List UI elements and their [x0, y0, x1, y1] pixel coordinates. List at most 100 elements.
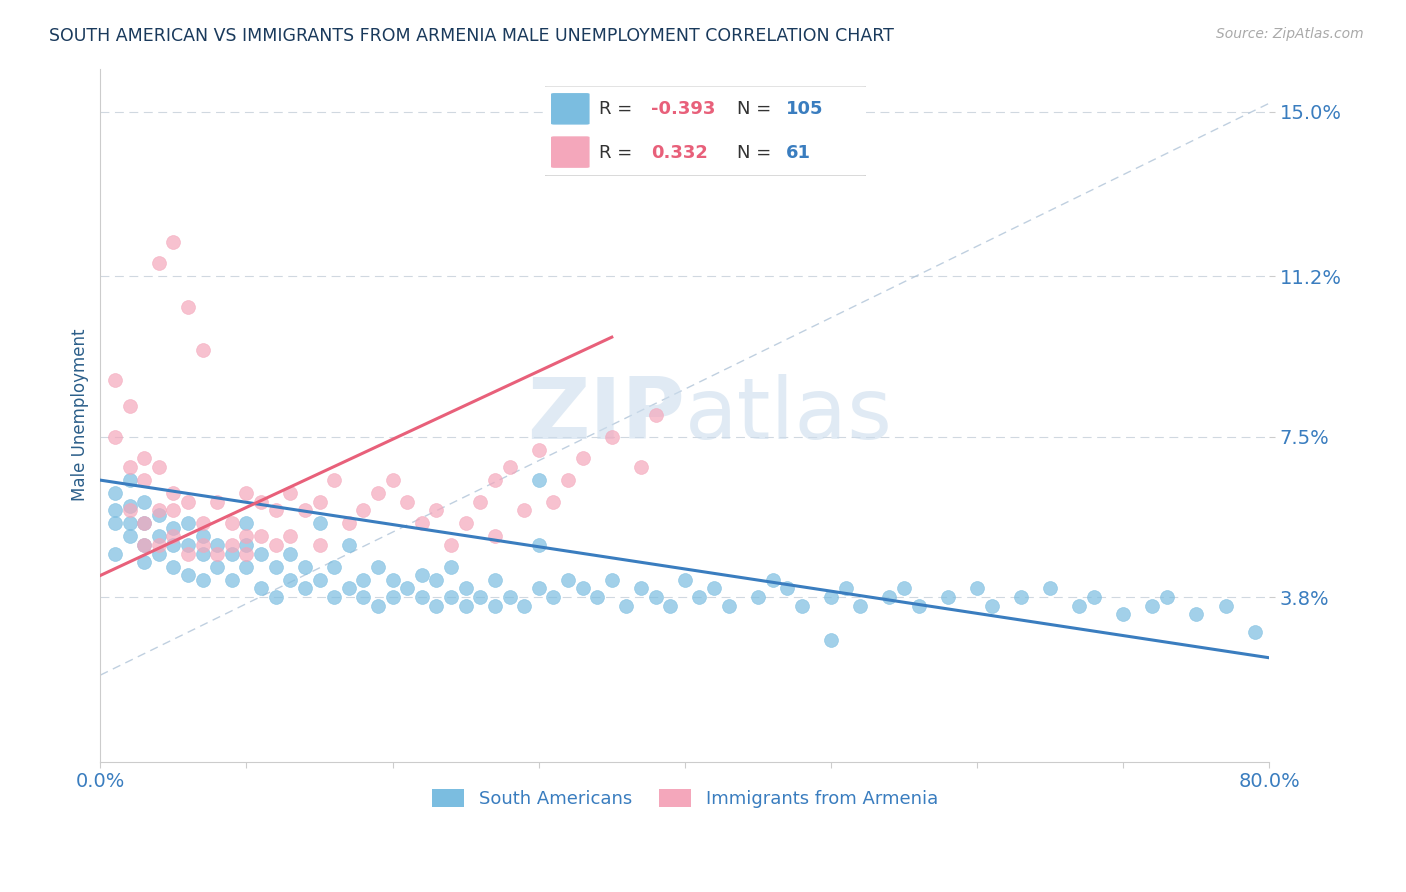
Point: [557, 473, 579, 487]
Point: [294, 582, 316, 596]
Point: [177, 495, 200, 509]
Text: Source: ZipAtlas.com: Source: ZipAtlas.com: [1216, 27, 1364, 41]
Point: [367, 559, 389, 574]
Point: [1083, 590, 1105, 604]
Point: [484, 529, 506, 543]
Point: [250, 547, 273, 561]
Point: [162, 486, 184, 500]
Point: [308, 573, 330, 587]
Point: [484, 473, 506, 487]
Point: [820, 633, 842, 648]
Point: [484, 599, 506, 613]
Point: [761, 573, 783, 587]
Point: [527, 442, 550, 457]
Point: [221, 573, 243, 587]
Point: [207, 495, 229, 509]
Point: [747, 590, 769, 604]
Point: [104, 486, 127, 500]
Point: [162, 503, 184, 517]
Point: [323, 590, 346, 604]
Point: [118, 503, 141, 517]
Point: [470, 495, 492, 509]
Point: [425, 573, 447, 587]
Point: [367, 599, 389, 613]
Point: [148, 508, 170, 522]
Point: [134, 473, 156, 487]
Point: [630, 460, 652, 475]
Point: [134, 556, 156, 570]
Point: [1010, 590, 1032, 604]
Point: [776, 582, 799, 596]
Point: [235, 516, 257, 531]
Point: [278, 486, 301, 500]
Point: [235, 486, 257, 500]
Point: [191, 547, 214, 561]
Point: [834, 582, 856, 596]
Point: [162, 559, 184, 574]
Point: [308, 495, 330, 509]
Point: [1243, 624, 1265, 639]
Point: [936, 590, 959, 604]
Point: [308, 538, 330, 552]
Point: [221, 516, 243, 531]
Point: [148, 256, 170, 270]
Point: [148, 547, 170, 561]
Point: [177, 568, 200, 582]
Point: [717, 599, 740, 613]
Point: [893, 582, 915, 596]
Point: [278, 573, 301, 587]
Point: [586, 590, 609, 604]
Point: [104, 547, 127, 561]
Y-axis label: Male Unemployment: Male Unemployment: [72, 329, 89, 501]
Point: [264, 590, 287, 604]
Point: [527, 538, 550, 552]
Point: [1112, 607, 1135, 622]
Point: [980, 599, 1002, 613]
Point: [308, 516, 330, 531]
Point: [118, 516, 141, 531]
Point: [454, 582, 477, 596]
Point: [191, 529, 214, 543]
Point: [191, 538, 214, 552]
Point: [134, 495, 156, 509]
Point: [191, 516, 214, 531]
Point: [396, 582, 419, 596]
Point: [381, 590, 404, 604]
Point: [411, 516, 433, 531]
Legend: South Americans, Immigrants from Armenia: South Americans, Immigrants from Armenia: [425, 781, 945, 815]
Point: [177, 538, 200, 552]
Point: [688, 590, 710, 604]
Point: [1185, 607, 1208, 622]
Point: [352, 590, 374, 604]
Point: [134, 538, 156, 552]
Point: [250, 529, 273, 543]
Point: [440, 559, 463, 574]
Point: [264, 559, 287, 574]
Point: [148, 538, 170, 552]
Point: [820, 590, 842, 604]
Point: [1215, 599, 1237, 613]
Point: [484, 573, 506, 587]
Point: [134, 538, 156, 552]
Point: [191, 343, 214, 358]
Point: [207, 547, 229, 561]
Point: [104, 374, 127, 388]
Point: [207, 559, 229, 574]
Point: [616, 599, 638, 613]
Point: [411, 590, 433, 604]
Point: [148, 460, 170, 475]
Point: [1156, 590, 1178, 604]
Point: [250, 582, 273, 596]
Point: [381, 573, 404, 587]
Point: [513, 599, 536, 613]
Point: [543, 495, 565, 509]
Point: [454, 516, 477, 531]
Point: [644, 590, 666, 604]
Point: [849, 599, 872, 613]
Point: [294, 503, 316, 517]
Point: [527, 473, 550, 487]
Point: [1069, 599, 1091, 613]
Point: [118, 473, 141, 487]
Point: [513, 503, 536, 517]
Point: [644, 408, 666, 422]
